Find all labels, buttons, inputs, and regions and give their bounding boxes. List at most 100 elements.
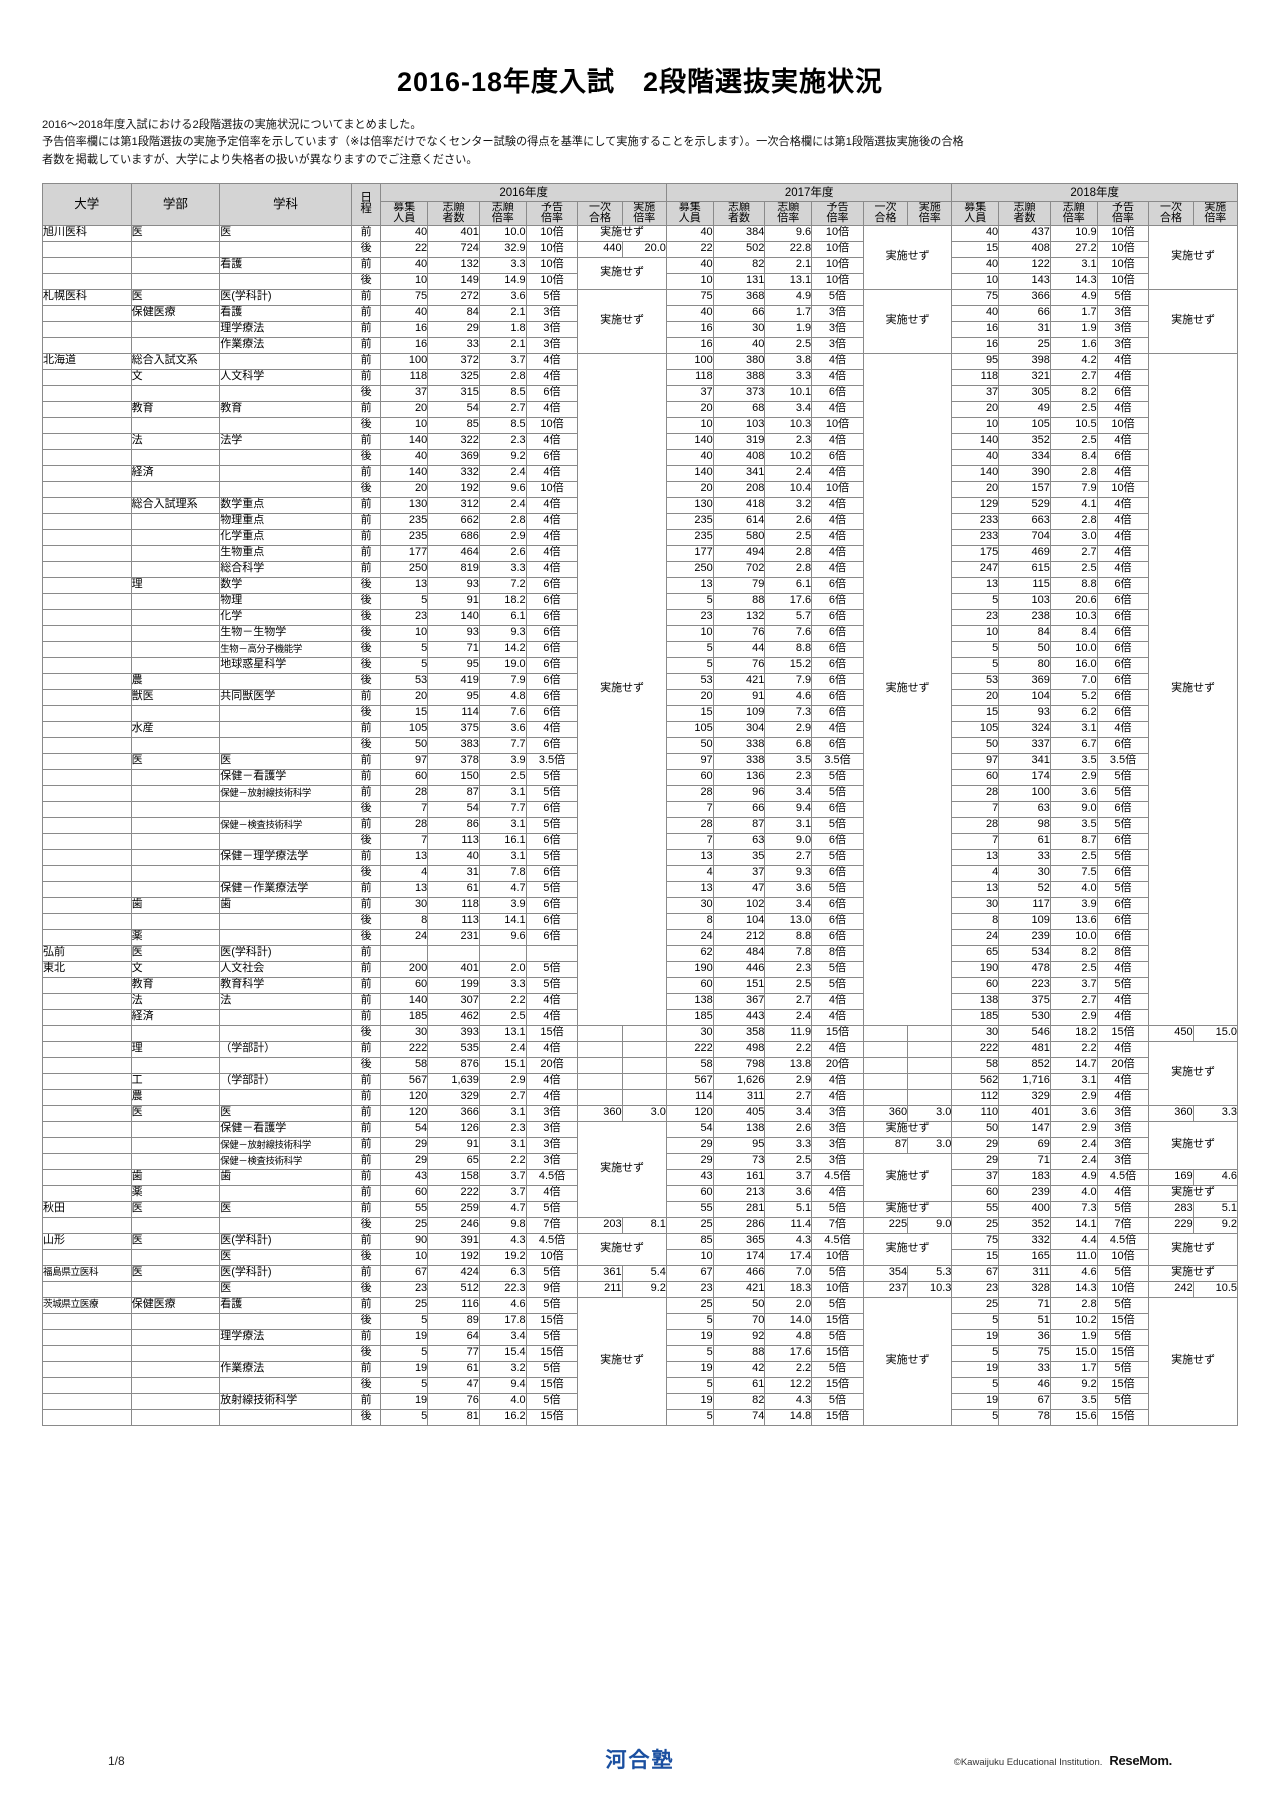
cell-announced-ratio-2017: 10倍 — [811, 256, 864, 274]
cell-announced-ratio-2018: 10倍 — [1096, 1280, 1150, 1298]
cell-announced-ratio-2016: 6倍 — [525, 608, 579, 626]
cell-capacity-2016: 5 — [380, 592, 429, 610]
cell-applicant-ratio-2017: 12.2 — [764, 1376, 813, 1394]
cell-capacity-2017: 120 — [665, 1104, 714, 1122]
cell-implemented-ratio-2016 — [621, 1088, 667, 1106]
cell-capacity-2016: 13 — [380, 880, 429, 898]
header-applicants-2017: 志願 者数 — [712, 201, 766, 226]
cell-announced-ratio-2016: 6倍 — [525, 896, 579, 914]
cell-applicants-2016: 40 — [427, 848, 480, 866]
cell-applicant-ratio-2017: 7.0 — [764, 1264, 813, 1282]
cell-faculty: 水産 — [130, 720, 221, 738]
cell-applicant-ratio-2017: 2.9 — [764, 720, 813, 738]
cell-announced-ratio-2018: 6倍 — [1096, 592, 1150, 610]
cell-applicants-2016: 93 — [427, 624, 480, 642]
cell-applicant-ratio-2017: 2.5 — [764, 1152, 813, 1170]
cell-capacity-2016: 5 — [380, 1312, 429, 1330]
cell-applicants-2018: 75 — [998, 1344, 1051, 1362]
cell-schedule: 後 — [350, 1216, 382, 1234]
cell-implemented-ratio-2016: 9.2 — [621, 1280, 667, 1298]
header-schedule: 日 程 — [350, 183, 382, 226]
cell-announced-ratio-2017: 4倍 — [811, 544, 864, 562]
cell-faculty: 歯 — [130, 896, 221, 914]
cell-applicants-2016: 76 — [427, 1392, 480, 1410]
cell-applicant-ratio-2017: 4.9 — [764, 288, 813, 306]
cell-applicants-2017: 68 — [712, 400, 766, 418]
cell-capacity-2017: 5 — [665, 1408, 714, 1426]
cell-applicant-ratio-2018: 13.6 — [1049, 912, 1098, 930]
cell-announced-ratio-2016: 4倍 — [525, 1072, 579, 1090]
table-row: 農後 53 419 7.9 6倍 53 421 7.9 6倍 53 369 7.0 6倍 — [42, 672, 1238, 690]
cell-capacity-2018: 5 — [951, 1376, 1000, 1394]
cell-applicant-ratio-2017: 2.7 — [764, 992, 813, 1010]
cell-capacity-2016: 25 — [380, 1216, 429, 1234]
header-schedule-line2: 程 — [360, 203, 372, 216]
cell-schedule: 後 — [350, 1376, 382, 1394]
cell-applicants-2016: 662 — [427, 512, 480, 530]
cell-applicants-2017: 35 — [712, 848, 766, 866]
table-row: 医後 10 192 19.2 10倍 10 174 17.4 10倍 15 165 11.0 10倍 — [42, 1248, 1238, 1266]
cell-schedule: 前 — [350, 1072, 382, 1090]
cell-faculty: 教育 — [130, 976, 221, 994]
cell-announced-ratio-2017: 4倍 — [811, 720, 864, 738]
cell-applicants-2016: 118 — [427, 896, 480, 914]
cell-applicants-2017: 213 — [712, 1184, 766, 1202]
cell-applicant-ratio-2016: 3.9 — [478, 752, 527, 770]
cell-first-stage-pass-2016 — [577, 1088, 623, 1106]
cell-implemented-ratio-2017: 10.3 — [907, 1280, 953, 1298]
table-row: 茨城県立医療 保健医療 看護前 25 116 4.6 5倍 実施せず 25 50 2.0 5倍 実施せず… — [42, 1296, 1238, 1426]
cell-department: 医(学科計) — [219, 944, 352, 962]
cell-announced-ratio-2016: 6倍 — [525, 864, 579, 882]
cell-faculty — [130, 640, 221, 658]
cell-capacity-2017: 7 — [665, 832, 714, 850]
cell-university — [42, 1408, 132, 1426]
cell-capacity-2018: 185 — [951, 1008, 1000, 1026]
cell-applicants-2018: 324 — [998, 720, 1051, 738]
cell-announced-ratio-2018: 10倍 — [1096, 480, 1150, 498]
cell-faculty: 医 — [130, 1232, 221, 1250]
cell-applicant-ratio-2017: 2.6 — [764, 1120, 813, 1138]
cell-applicants-2016: 325 — [427, 368, 480, 386]
cell-announced-ratio-2018: 15倍 — [1096, 1312, 1150, 1330]
cell-implemented-ratio-2017 — [907, 1056, 953, 1074]
cell-capacity-2018: 13 — [951, 848, 1000, 866]
cell-applicants-2018: 311 — [998, 1264, 1051, 1282]
cell-announced-ratio-2016: 6倍 — [525, 640, 579, 658]
cell-applicant-ratio-2016: 14.9 — [478, 272, 527, 290]
header-row-metrics: 募集 人員 志願 者数 志願 倍率 予告 倍率 一次 合格 実施 倍率 募集 人員 志願 者数 志願 倍率 予告 倍率… — [43, 201, 1239, 226]
table-row: 水産前 105 375 3.6 4倍 105 304 2.9 4倍 105 324 3.1 4倍 — [42, 720, 1238, 738]
cell-schedule: 前 — [350, 320, 382, 338]
cell-applicants-2018: 352 — [998, 1216, 1051, 1234]
cell-applicant-ratio-2017: 10.3 — [764, 416, 813, 434]
copyright-text: ©Kawaijuku Educational Institution. — [953, 1757, 1103, 1768]
cell-applicants-2017: 102 — [712, 896, 766, 914]
cell-schedule: 前 — [350, 768, 382, 786]
cell-announced-ratio-2018: 4.5倍 — [1096, 1232, 1150, 1250]
cell-faculty: 法 — [130, 992, 221, 1010]
cell-first-stage-pass-2017 — [862, 1040, 909, 1058]
cell-applicant-ratio-2016: 9.4 — [478, 1376, 527, 1394]
cell-announced-ratio-2018: 4倍 — [1096, 400, 1150, 418]
cell-applicants-2016: 113 — [427, 832, 480, 850]
cell-university: 弘前 — [42, 944, 132, 962]
cell-applicant-ratio-2016: 2.4 — [478, 1040, 527, 1058]
cell-applicants-2018: 122 — [998, 256, 1051, 274]
cell-announced-ratio-2017: 4倍 — [811, 368, 864, 386]
cell-faculty — [130, 256, 221, 274]
cell-applicants-2018: 104 — [998, 688, 1051, 706]
page-number: 1/8 — [108, 1754, 125, 1768]
cell-university: 山形 — [42, 1232, 132, 1250]
cell-capacity-2016: 185 — [380, 1008, 429, 1026]
table-row: 旭川医科医医前 40 401 10.0 10倍 実施せず 40 384 9.6 10倍 実施せず 40… — [42, 224, 1238, 290]
table-row: 保健－理学療法学前 13 40 3.1 5倍 13 35 2.7 5倍 13 33 2.5 5倍 — [42, 848, 1238, 866]
cell-capacity-2016: 16 — [380, 336, 429, 354]
cell-announced-ratio-2016: 4倍 — [525, 1008, 579, 1026]
cell-announced-ratio-2016: 7倍 — [525, 1216, 579, 1234]
cell-announced-ratio-2016: 6倍 — [525, 592, 579, 610]
cell-announced-ratio-2017: 15倍 — [811, 1376, 864, 1394]
cell-university — [42, 720, 132, 738]
cell-faculty: 保健医療 — [130, 304, 221, 322]
cell-department: 人文社会 — [219, 960, 352, 978]
cell-applicant-ratio-2018: 14.3 — [1049, 1280, 1098, 1298]
cell-capacity-2018: 4 — [951, 864, 1000, 882]
